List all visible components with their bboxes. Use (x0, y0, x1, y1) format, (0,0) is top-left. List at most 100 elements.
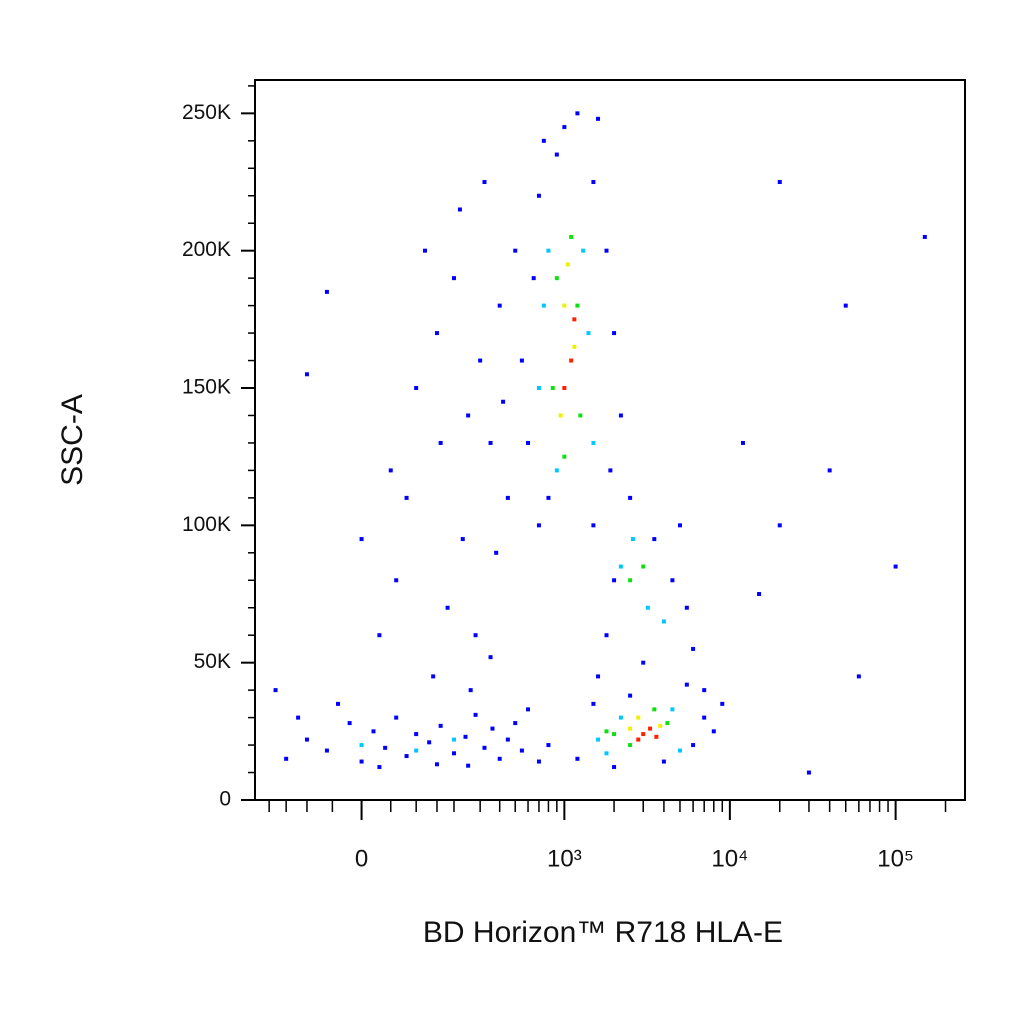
point (513, 721, 518, 726)
point (359, 743, 364, 748)
point (501, 399, 506, 404)
point (404, 495, 409, 500)
point (612, 732, 617, 737)
point (438, 440, 443, 445)
point (777, 523, 782, 528)
point (371, 729, 376, 734)
point (618, 413, 623, 418)
point (414, 386, 419, 391)
point (641, 564, 646, 569)
point (684, 605, 689, 610)
point (513, 248, 518, 253)
point (273, 688, 278, 693)
point (541, 303, 546, 308)
point (304, 372, 309, 377)
point (488, 440, 493, 445)
y-tick-label: 0 (219, 788, 231, 811)
point (423, 248, 428, 253)
point (482, 745, 487, 750)
point (806, 770, 811, 775)
plot-frame (254, 79, 966, 801)
point (519, 358, 524, 363)
point (377, 633, 382, 638)
point (546, 495, 551, 500)
point (304, 737, 309, 742)
point (575, 303, 580, 308)
point (702, 688, 707, 693)
point (562, 303, 567, 308)
point (466, 413, 471, 418)
point (827, 468, 832, 473)
point (434, 762, 439, 767)
point (546, 248, 551, 253)
point (347, 721, 352, 726)
point (562, 454, 567, 459)
point (856, 674, 861, 679)
point (628, 726, 633, 731)
point (457, 207, 462, 212)
point (612, 765, 617, 770)
point (843, 303, 848, 308)
point (569, 358, 574, 363)
point (394, 715, 399, 720)
point (494, 550, 499, 555)
point (550, 386, 555, 391)
point (536, 523, 541, 528)
point (554, 468, 559, 473)
point (359, 537, 364, 542)
point (505, 495, 510, 500)
point (628, 495, 633, 500)
point (618, 564, 623, 569)
point (324, 748, 329, 753)
point (394, 578, 399, 583)
point (654, 734, 659, 739)
point (438, 723, 443, 728)
point (575, 756, 580, 761)
point (691, 743, 696, 748)
point (591, 701, 596, 706)
y-tick-label: 150K (182, 376, 231, 399)
point (482, 180, 487, 185)
point (463, 734, 468, 739)
point (531, 276, 536, 281)
point (677, 748, 682, 753)
point (581, 248, 586, 253)
point (636, 737, 641, 742)
point (691, 646, 696, 651)
point (641, 732, 646, 737)
point (427, 740, 432, 745)
point (488, 655, 493, 660)
point (591, 440, 596, 445)
point (388, 468, 393, 473)
point (562, 386, 567, 391)
point (404, 754, 409, 759)
point (541, 138, 546, 143)
point (562, 125, 567, 130)
point (720, 701, 725, 706)
point (497, 303, 502, 308)
point (536, 759, 541, 764)
x-tick-label: 0 (355, 845, 368, 872)
y-tick-label: 250K (182, 101, 231, 124)
y-tick-label: 50K (194, 650, 231, 673)
point (451, 737, 456, 742)
point (596, 116, 601, 121)
point (414, 748, 419, 753)
point (684, 682, 689, 687)
y-axis-label: SSC-A (56, 394, 89, 486)
y-tick-label: 100K (182, 513, 231, 536)
point (596, 737, 601, 742)
point (497, 756, 502, 761)
point (565, 262, 570, 267)
point (641, 660, 646, 665)
point (473, 712, 478, 717)
plot-area (273, 111, 927, 775)
x-tick-label: 10³ (547, 845, 582, 872)
point (473, 633, 478, 638)
point (383, 745, 388, 750)
point (604, 729, 609, 734)
point (648, 726, 653, 731)
point (628, 693, 633, 698)
point (658, 723, 663, 728)
